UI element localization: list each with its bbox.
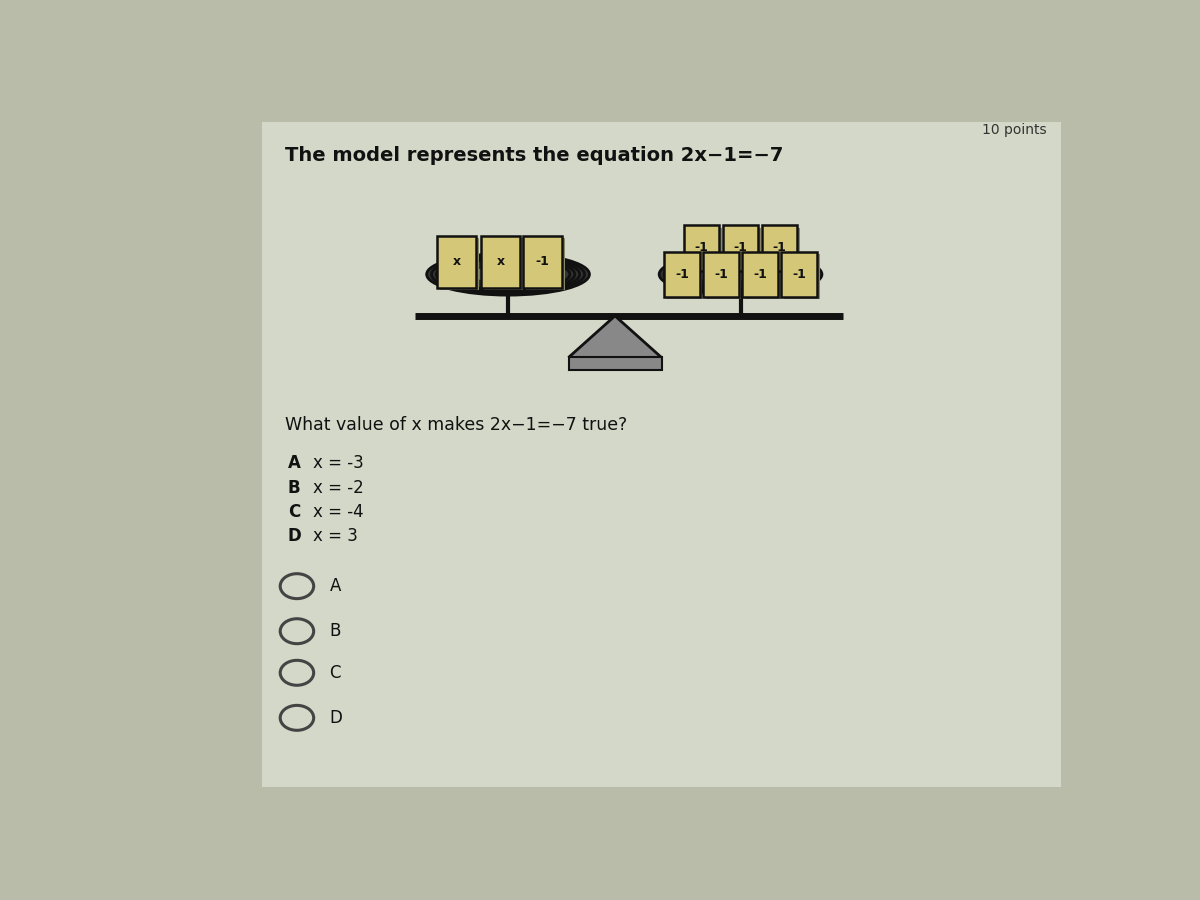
Text: x: x [452,256,461,268]
Text: -1: -1 [714,268,728,281]
Text: A: A [330,577,341,595]
FancyBboxPatch shape [484,238,523,290]
FancyBboxPatch shape [764,228,800,273]
FancyBboxPatch shape [722,226,758,271]
Text: x = -3: x = -3 [313,454,364,472]
FancyBboxPatch shape [481,236,520,288]
Text: A: A [288,454,300,472]
Text: C: C [288,503,300,521]
Ellipse shape [451,268,565,281]
Ellipse shape [432,255,584,294]
FancyBboxPatch shape [686,228,722,273]
Text: -1: -1 [754,268,767,281]
Polygon shape [569,316,661,357]
FancyBboxPatch shape [703,252,739,297]
FancyBboxPatch shape [745,254,780,299]
Ellipse shape [664,255,817,294]
FancyBboxPatch shape [437,236,476,288]
FancyBboxPatch shape [523,236,562,288]
Ellipse shape [442,257,575,292]
Text: What value of x makes 2x−1=−7 true?: What value of x makes 2x−1=−7 true? [284,417,628,435]
Text: x = -2: x = -2 [313,479,364,497]
FancyBboxPatch shape [743,252,778,297]
Ellipse shape [684,268,798,281]
Text: B: B [330,622,341,640]
Ellipse shape [659,254,822,295]
FancyBboxPatch shape [262,122,1062,788]
FancyBboxPatch shape [781,252,817,297]
Text: -1: -1 [792,268,806,281]
Text: -1: -1 [773,241,786,255]
Text: -1: -1 [695,241,708,255]
FancyBboxPatch shape [706,254,742,299]
FancyBboxPatch shape [667,254,702,299]
FancyBboxPatch shape [726,228,761,273]
Ellipse shape [437,256,580,292]
Text: -1: -1 [676,268,689,281]
FancyBboxPatch shape [762,226,797,271]
FancyBboxPatch shape [569,357,661,370]
Text: D: D [330,709,342,727]
Text: x = -4: x = -4 [313,503,364,521]
Text: x = 3: x = 3 [313,527,358,545]
Text: B: B [288,479,300,497]
Ellipse shape [427,254,589,295]
FancyBboxPatch shape [684,226,719,271]
Text: -1: -1 [733,241,748,255]
FancyBboxPatch shape [526,238,565,290]
FancyBboxPatch shape [665,252,700,297]
Ellipse shape [446,258,570,290]
FancyBboxPatch shape [785,254,820,299]
Text: The model represents the equation 2x−1=−7: The model represents the equation 2x−1=−… [284,146,784,165]
Ellipse shape [668,256,812,292]
Text: C: C [330,664,341,682]
Text: x: x [497,256,505,268]
FancyBboxPatch shape [440,238,479,290]
Text: D: D [288,527,301,545]
Ellipse shape [679,258,803,290]
Text: -1: -1 [535,256,550,268]
Ellipse shape [674,257,808,292]
Text: 10 points: 10 points [983,123,1046,137]
